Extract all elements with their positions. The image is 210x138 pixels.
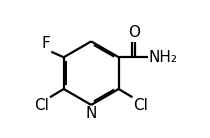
Text: Cl: Cl — [34, 98, 49, 113]
Text: NH₂: NH₂ — [148, 50, 177, 65]
Text: N: N — [85, 106, 97, 121]
Text: O: O — [128, 25, 140, 40]
Text: F: F — [42, 36, 51, 51]
Text: Cl: Cl — [133, 98, 148, 113]
